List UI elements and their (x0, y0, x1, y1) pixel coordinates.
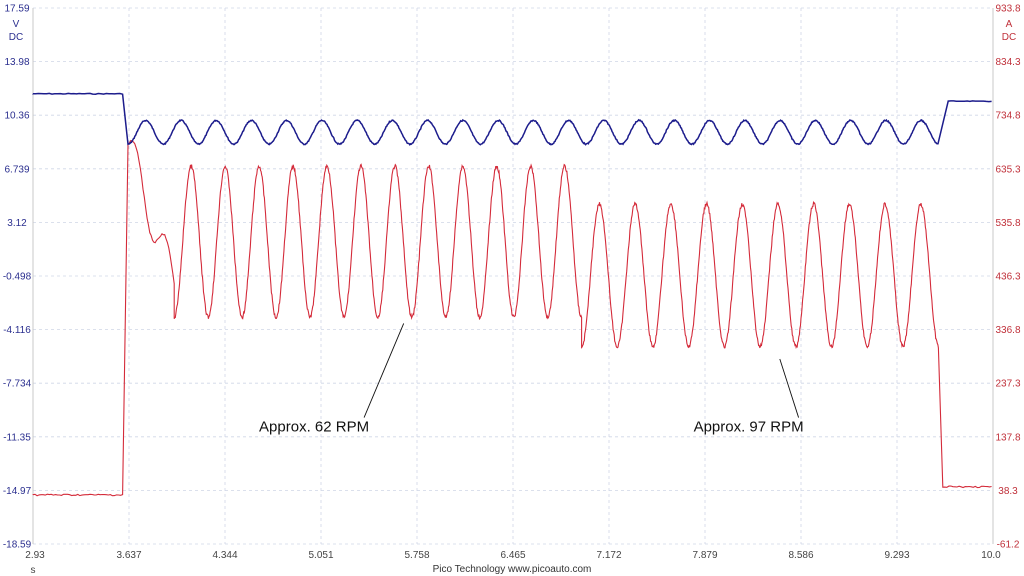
right-tick-label: 834.3 (995, 57, 1020, 68)
left-tick-label: -11.35 (3, 432, 31, 443)
x-axis-unit: s (31, 565, 36, 576)
x-tick-label: 8.586 (788, 550, 813, 561)
x-tick-label: 6.465 (500, 550, 525, 561)
right-tick-label: 436.3 (995, 272, 1020, 283)
right-tick-label: 38.3 (998, 486, 1018, 497)
series-current-trace (32, 139, 992, 497)
annotation-label: Approx. 97 RPM (694, 419, 804, 436)
x-tick-label: 2.93 (25, 550, 45, 561)
right-tick-label: 933.8 (995, 4, 1020, 15)
left-axis-unit: V (13, 19, 20, 30)
x-tick-label: 10.0 (981, 550, 1001, 561)
left-tick-label: 10.36 (4, 111, 29, 122)
right-tick-label: 635.3 (995, 164, 1020, 175)
right-tick-label: 535.8 (995, 218, 1020, 229)
left-tick-label: 6.739 (4, 164, 29, 175)
annotation-pointer (779, 358, 800, 418)
right-axis-unit: A (1006, 19, 1013, 30)
right-tick-label: -61.2 (997, 540, 1020, 551)
right-tick-label: 336.8 (995, 325, 1020, 336)
x-tick-label: 9.293 (884, 550, 909, 561)
x-tick-label: 5.758 (404, 550, 429, 561)
plot-grid (32, 7, 994, 545)
right-axis-coupling: DC (1002, 32, 1016, 43)
left-tick-label: 13.98 (4, 57, 29, 68)
left-axis-ticks: 17.59 13.98 10.36 6.739 3.12 -0.498 -4.116 -7.7… (3, 4, 32, 551)
left-tick-label: -14.97 (3, 486, 32, 497)
right-tick-label: 137.8 (995, 432, 1020, 443)
x-tick-label: 7.172 (596, 550, 621, 561)
left-tick-label: -4.116 (3, 325, 31, 336)
footer-credit: Pico Technology www.picoauto.com (433, 564, 592, 575)
series-voltage-trace (32, 92, 992, 146)
x-tick-label: 5.051 (308, 550, 333, 561)
x-axis-ticks: 2.93 3.637 4.344 5.051 5.758 6.465 7.172 7.879 8… (25, 550, 1001, 561)
left-axis-coupling: DC (9, 32, 23, 43)
left-tick-label: -7.734 (3, 379, 32, 390)
annotation-label: Approx. 62 RPM (259, 419, 369, 436)
left-tick-label: -0.498 (3, 272, 32, 283)
right-tick-label: 237.3 (995, 379, 1020, 390)
left-tick-label: 3.12 (7, 218, 27, 229)
left-tick-label: -18.59 (3, 540, 32, 551)
x-tick-label: 3.637 (116, 550, 141, 561)
annotations: Approx. 62 RPM Approx. 97 RPM (259, 323, 804, 436)
x-tick-label: 4.344 (212, 550, 237, 561)
annotation-pointer (363, 323, 405, 418)
right-axis-ticks: 933.8 834.3 734.8 635.3 535.8 436.3 336.8 237.3… (995, 4, 1020, 551)
right-tick-label: 734.8 (995, 111, 1020, 122)
left-tick-label: 17.59 (4, 4, 29, 15)
x-tick-label: 7.879 (692, 550, 717, 561)
